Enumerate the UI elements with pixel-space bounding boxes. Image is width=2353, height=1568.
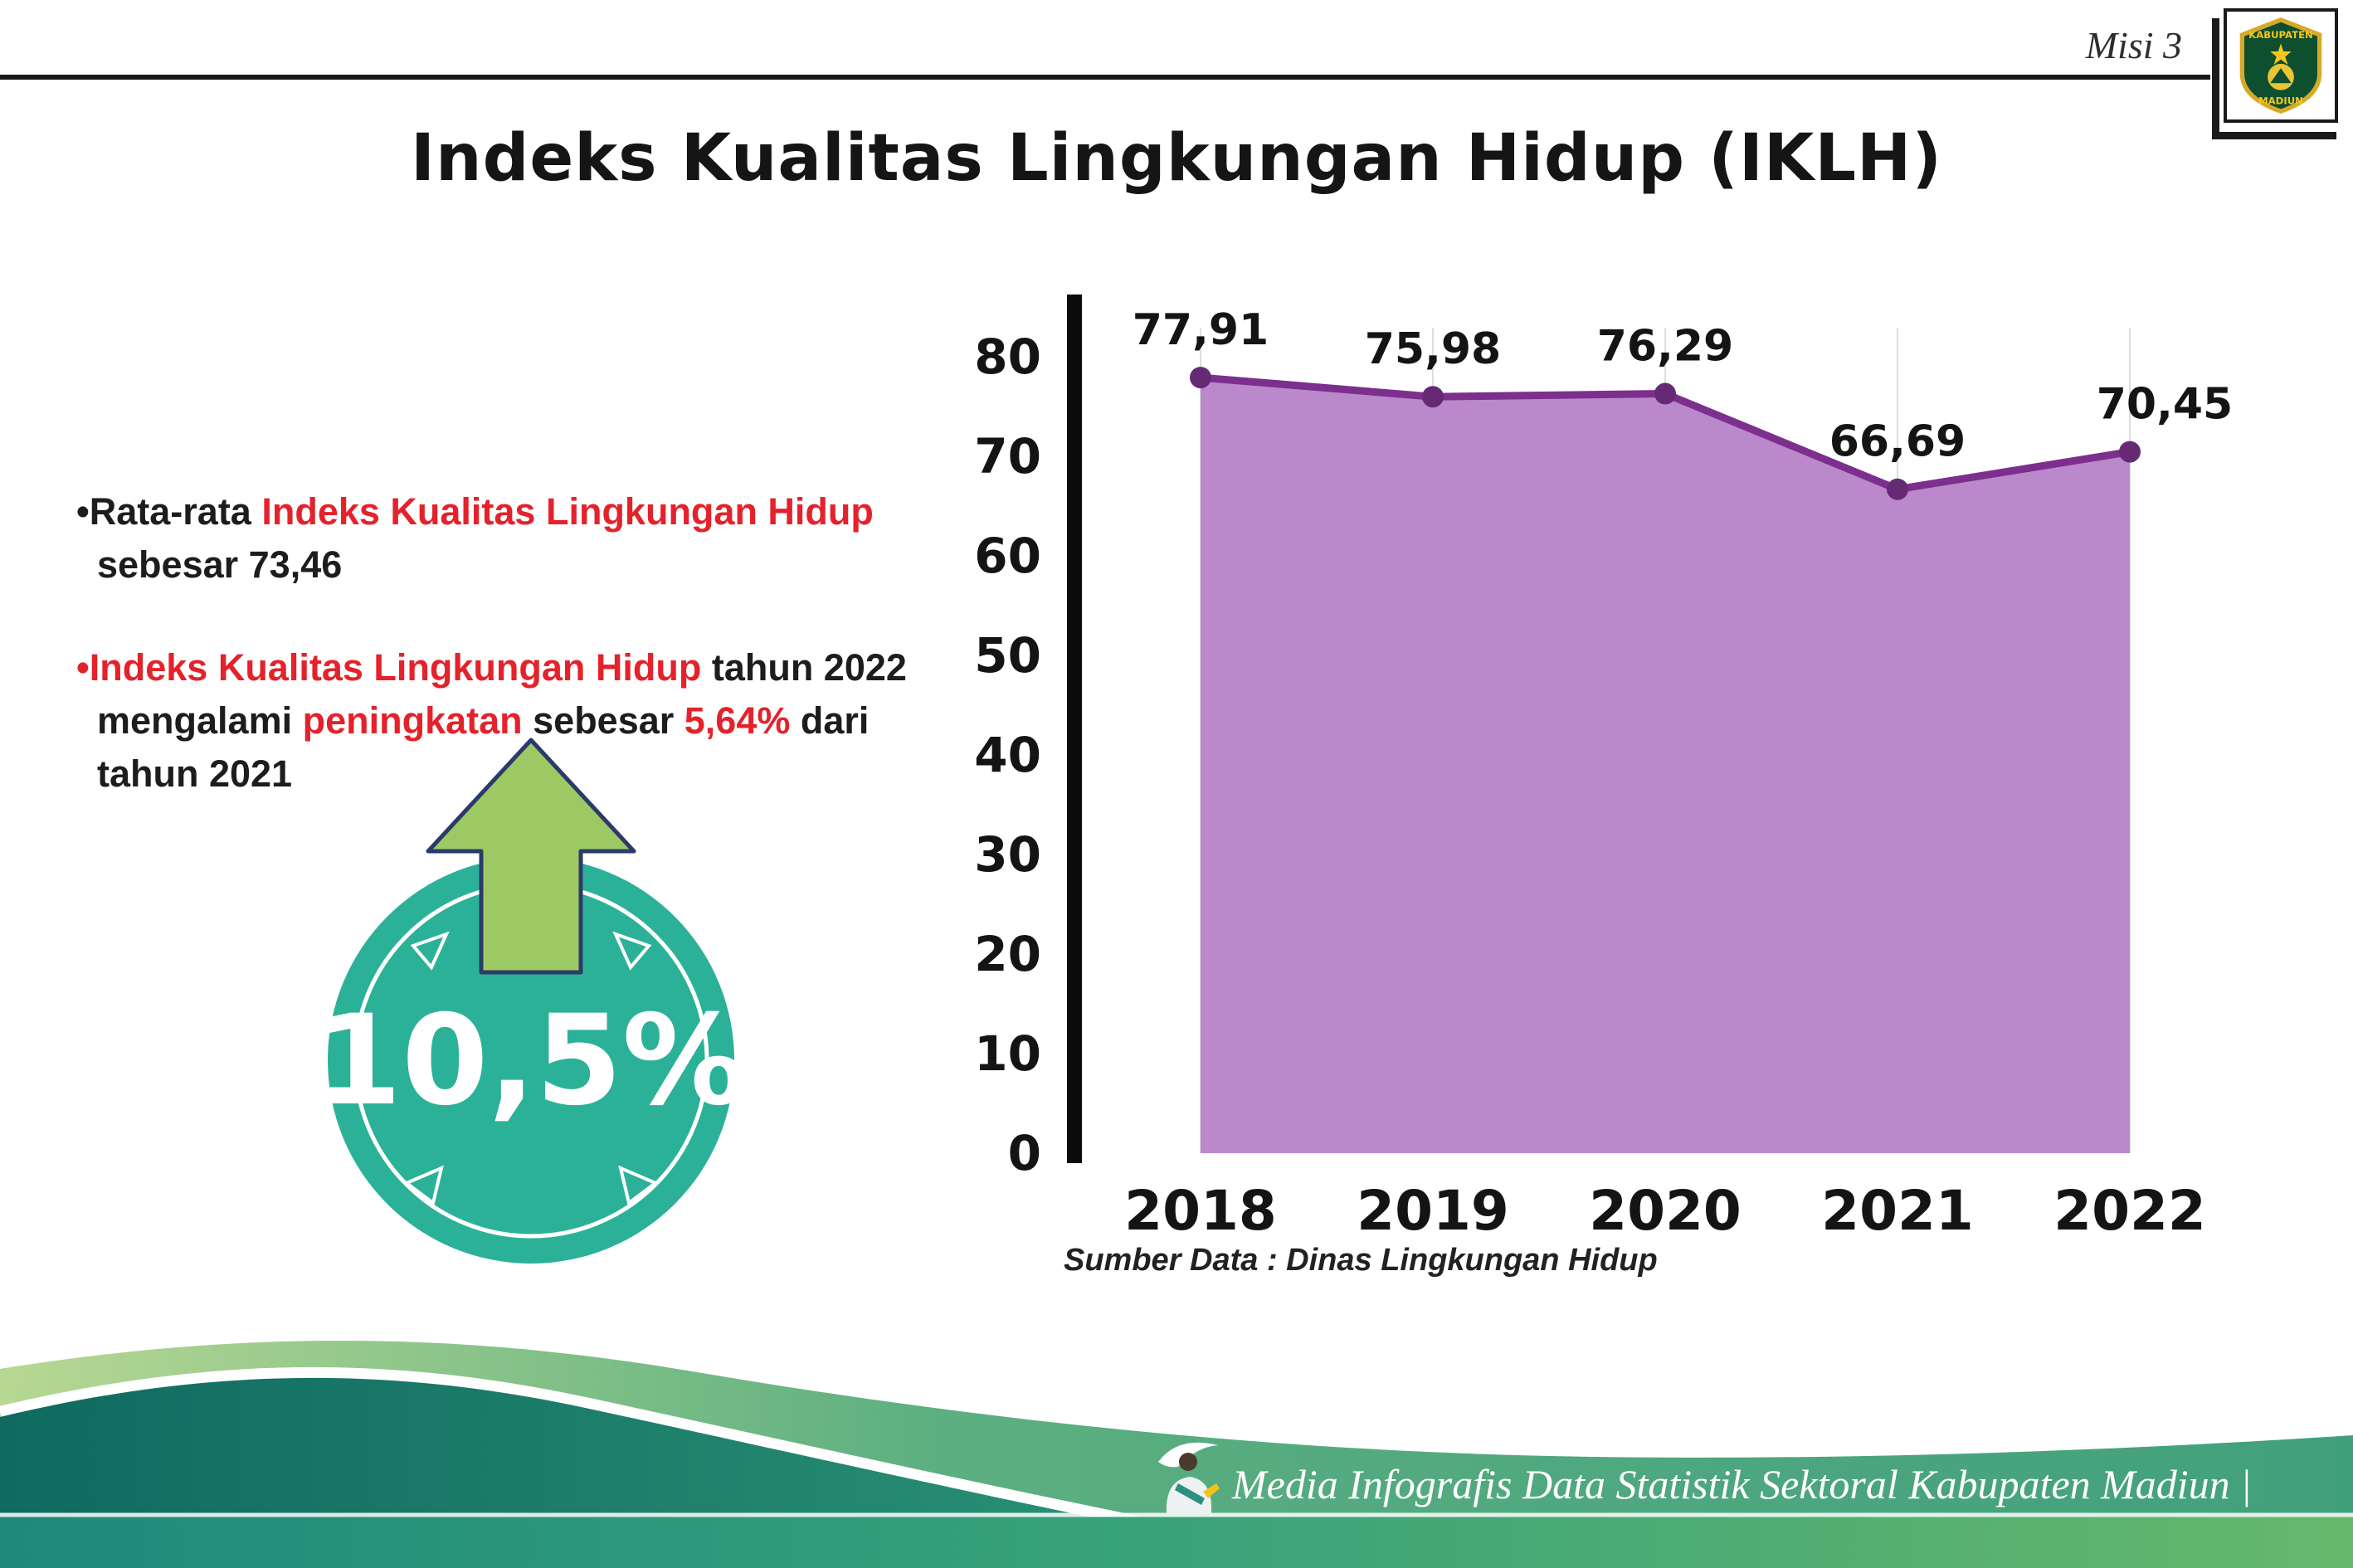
crest-top-text: KABUPATEN <box>2248 29 2313 41</box>
page-title: Indeks Kualitas Lingkungan Hidup (IKLH) <box>411 121 1942 196</box>
iklh-area-chart: 77,91 75,98 76,29 66,69 70,45 0 10 20 30 40 50 60 70… <box>974 295 2233 1243</box>
text-segment: tahun 2021 <box>97 752 293 795</box>
crest-mountain <box>2270 68 2292 84</box>
value-label: 66,69 <box>1829 417 1966 467</box>
x-tick-label: 2019 <box>1357 1179 1509 1243</box>
x-tick-label: 2020 <box>1589 1179 1742 1243</box>
x-tick-label: 2022 <box>2053 1179 2206 1243</box>
bullet-average-iklh: •Rata-rata Indeks Kualitas Lingkungan Hi… <box>76 485 981 592</box>
bullet-increase-2022: •Indeks Kualitas Lingkungan Hidup tahun … <box>76 641 981 801</box>
text-segment: sebesar 73,46 <box>97 543 343 586</box>
badge-circle <box>328 857 734 1264</box>
footer-bottom-strip <box>0 1517 2353 1568</box>
footer-caption: Media Infografis Data Statistik Sektoral… <box>1232 1461 2252 1507</box>
header-rule <box>0 75 2210 80</box>
area-fill <box>1201 377 2130 1153</box>
text-segment-red: Indeks Kualitas Lingkungan Hidup <box>261 490 874 533</box>
y-tick-label: 60 <box>974 528 1041 584</box>
bullet-marker: • <box>76 645 90 689</box>
data-point <box>2119 441 2141 463</box>
value-label: 75,98 <box>1365 324 1501 374</box>
triangle-icon <box>618 1165 659 1206</box>
badge-value: 10,5% <box>315 989 747 1133</box>
value-label: 70,45 <box>2097 380 2233 430</box>
y-tick-label: 20 <box>974 926 1041 982</box>
bullet-line-2: sebesar 73,46 <box>76 538 981 592</box>
triangle-icon <box>403 1165 444 1206</box>
text-segment-red: Indeks Kualitas Lingkungan Hidup <box>89 645 702 689</box>
y-axis <box>1067 295 1082 1163</box>
y-tick-label: 70 <box>974 428 1041 485</box>
x-tick-label: 2021 <box>1821 1179 1974 1243</box>
mascot-pencil <box>1203 1483 1220 1498</box>
mascot-head <box>1179 1453 1197 1471</box>
kabupaten-crest-icon: KABUPATEN MADIUN <box>2239 17 2322 114</box>
logo-box: KABUPATEN MADIUN <box>2224 8 2338 123</box>
arrow-up-icon <box>426 738 636 975</box>
key-points: •Rata-rata Indeks Kualitas Lingkungan Hi… <box>76 485 981 850</box>
data-point <box>1887 478 1908 500</box>
text-segment-red: 5,64% <box>684 699 791 742</box>
text-segment: sebesar <box>522 699 684 742</box>
text-segment-red: peningkatan <box>302 699 523 742</box>
text-segment: tahun 2022 <box>701 645 907 689</box>
value-label: 76,29 <box>1597 322 1733 372</box>
bullet-line-1: •Rata-rata Indeks Kualitas Lingkungan Hi… <box>76 485 981 538</box>
y-tick-label: 0 <box>1008 1125 1041 1181</box>
footer-wave-separator <box>0 1366 1296 1559</box>
value-label: 77,91 <box>1133 305 1269 355</box>
text-segment: Rata-rata <box>89 490 262 533</box>
bullet-line-1: •Indeks Kualitas Lingkungan Hidup tahun … <box>76 641 981 694</box>
footer-waves <box>0 1340 2353 1568</box>
y-tick-label: 30 <box>974 826 1041 883</box>
kabupaten-madiun-logo: KABUPATEN MADIUN <box>2212 8 2348 139</box>
data-point <box>1422 386 1444 408</box>
text-segment: dari <box>790 699 870 742</box>
text-segment: mengalami <box>97 699 303 742</box>
y-tick-label: 10 <box>974 1025 1041 1082</box>
bullet-marker: • <box>76 490 90 533</box>
triangle-icon <box>612 931 652 971</box>
y-tick-label: 40 <box>974 727 1041 783</box>
bullet-line-3: tahun 2021 <box>76 747 981 801</box>
bullet-line-2: mengalami peningkatan sebesar 5,64% dari <box>76 694 981 747</box>
crest-bottom-text: MADIUN <box>2258 95 2303 107</box>
mascot-arm <box>1175 1483 1205 1505</box>
crest-star-icon <box>2270 43 2292 65</box>
x-tick-label: 2018 <box>1124 1179 1277 1243</box>
misi-label: Misi 3 <box>2085 24 2182 66</box>
increase-badge: 10,5% <box>315 738 747 1264</box>
y-tick-label: 80 <box>974 329 1041 385</box>
logo-corner-bracket <box>2212 18 2336 139</box>
y-tick-label: 50 <box>974 627 1041 684</box>
data-point <box>1654 382 1676 405</box>
triangle-icon <box>410 931 450 971</box>
source-note: Sumber Data : Dinas Lingkungan Hidup <box>1064 1243 1658 1278</box>
data-point <box>1190 367 1211 389</box>
mascot-icon <box>1158 1442 1220 1513</box>
ring-triangle-decorations <box>403 931 659 1206</box>
